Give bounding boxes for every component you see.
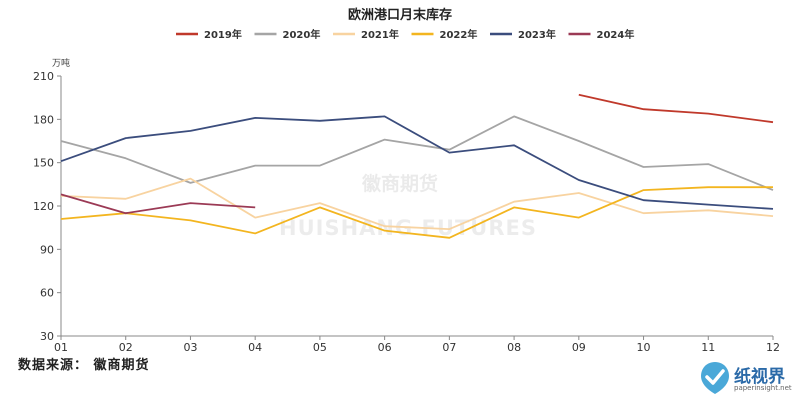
y-tick-label: 180 <box>33 113 54 126</box>
legend-label: 2019年 <box>204 28 242 41</box>
legend-label: 2020年 <box>283 28 321 41</box>
series-line-2022年 <box>60 186 773 239</box>
legend-label: 2024年 <box>597 28 635 41</box>
logo-url: paperinsight.net <box>734 384 792 392</box>
x-tick-label: 02 <box>119 341 133 354</box>
series-line-2024年 <box>60 193 256 215</box>
legend: 2019年 2020年 2021年 2022年 2023年 2024年 <box>176 28 634 41</box>
x-tick-label: 05 <box>313 341 327 354</box>
watermark-cn: 徽商期货 <box>361 172 438 195</box>
data-source: 数据来源： 徽商期货 <box>18 358 150 373</box>
series-line-2019年 <box>578 93 774 124</box>
series-line-2021年 <box>60 177 774 230</box>
y-tick-label: 90 <box>40 243 54 256</box>
x-tick-label: 03 <box>183 341 197 354</box>
chart-title: 欧洲港口月末库存 <box>348 7 452 23</box>
axes: 30 60 90 120 150 180 210 01 02 03 04 05 06 07 08 09 10 11… <box>33 70 780 354</box>
x-tick-label: 12 <box>766 341 780 354</box>
legend-label: 2022年 <box>440 28 478 41</box>
x-tick-label: 11 <box>701 341 715 354</box>
logo-name: 纸视界 <box>734 367 785 387</box>
y-tick-label: 30 <box>40 330 54 343</box>
legend-label: 2021年 <box>361 28 399 41</box>
series-group <box>60 93 774 239</box>
series-line-2020年 <box>60 115 774 191</box>
x-tick-label: 10 <box>637 341 651 354</box>
x-tick-label: 04 <box>248 341 262 354</box>
y-tick-label: 150 <box>33 157 54 170</box>
x-tick-label: 09 <box>572 341 586 354</box>
logo-icon <box>701 362 729 394</box>
x-tick-label: 07 <box>442 341 456 354</box>
x-tick-label: 06 <box>378 341 392 354</box>
x-tick-label: 08 <box>507 341 521 354</box>
x-tick-label: 01 <box>54 341 68 354</box>
legend-label: 2023年 <box>518 28 556 41</box>
logo: 纸视界 paperinsight.net <box>698 360 798 400</box>
y-tick-label: 210 <box>33 70 54 83</box>
y-tick-label: 120 <box>33 200 54 213</box>
series-line-2023年 <box>60 115 774 210</box>
y-tick-label: 60 <box>40 287 54 300</box>
unit-label: 万吨 <box>52 57 70 69</box>
